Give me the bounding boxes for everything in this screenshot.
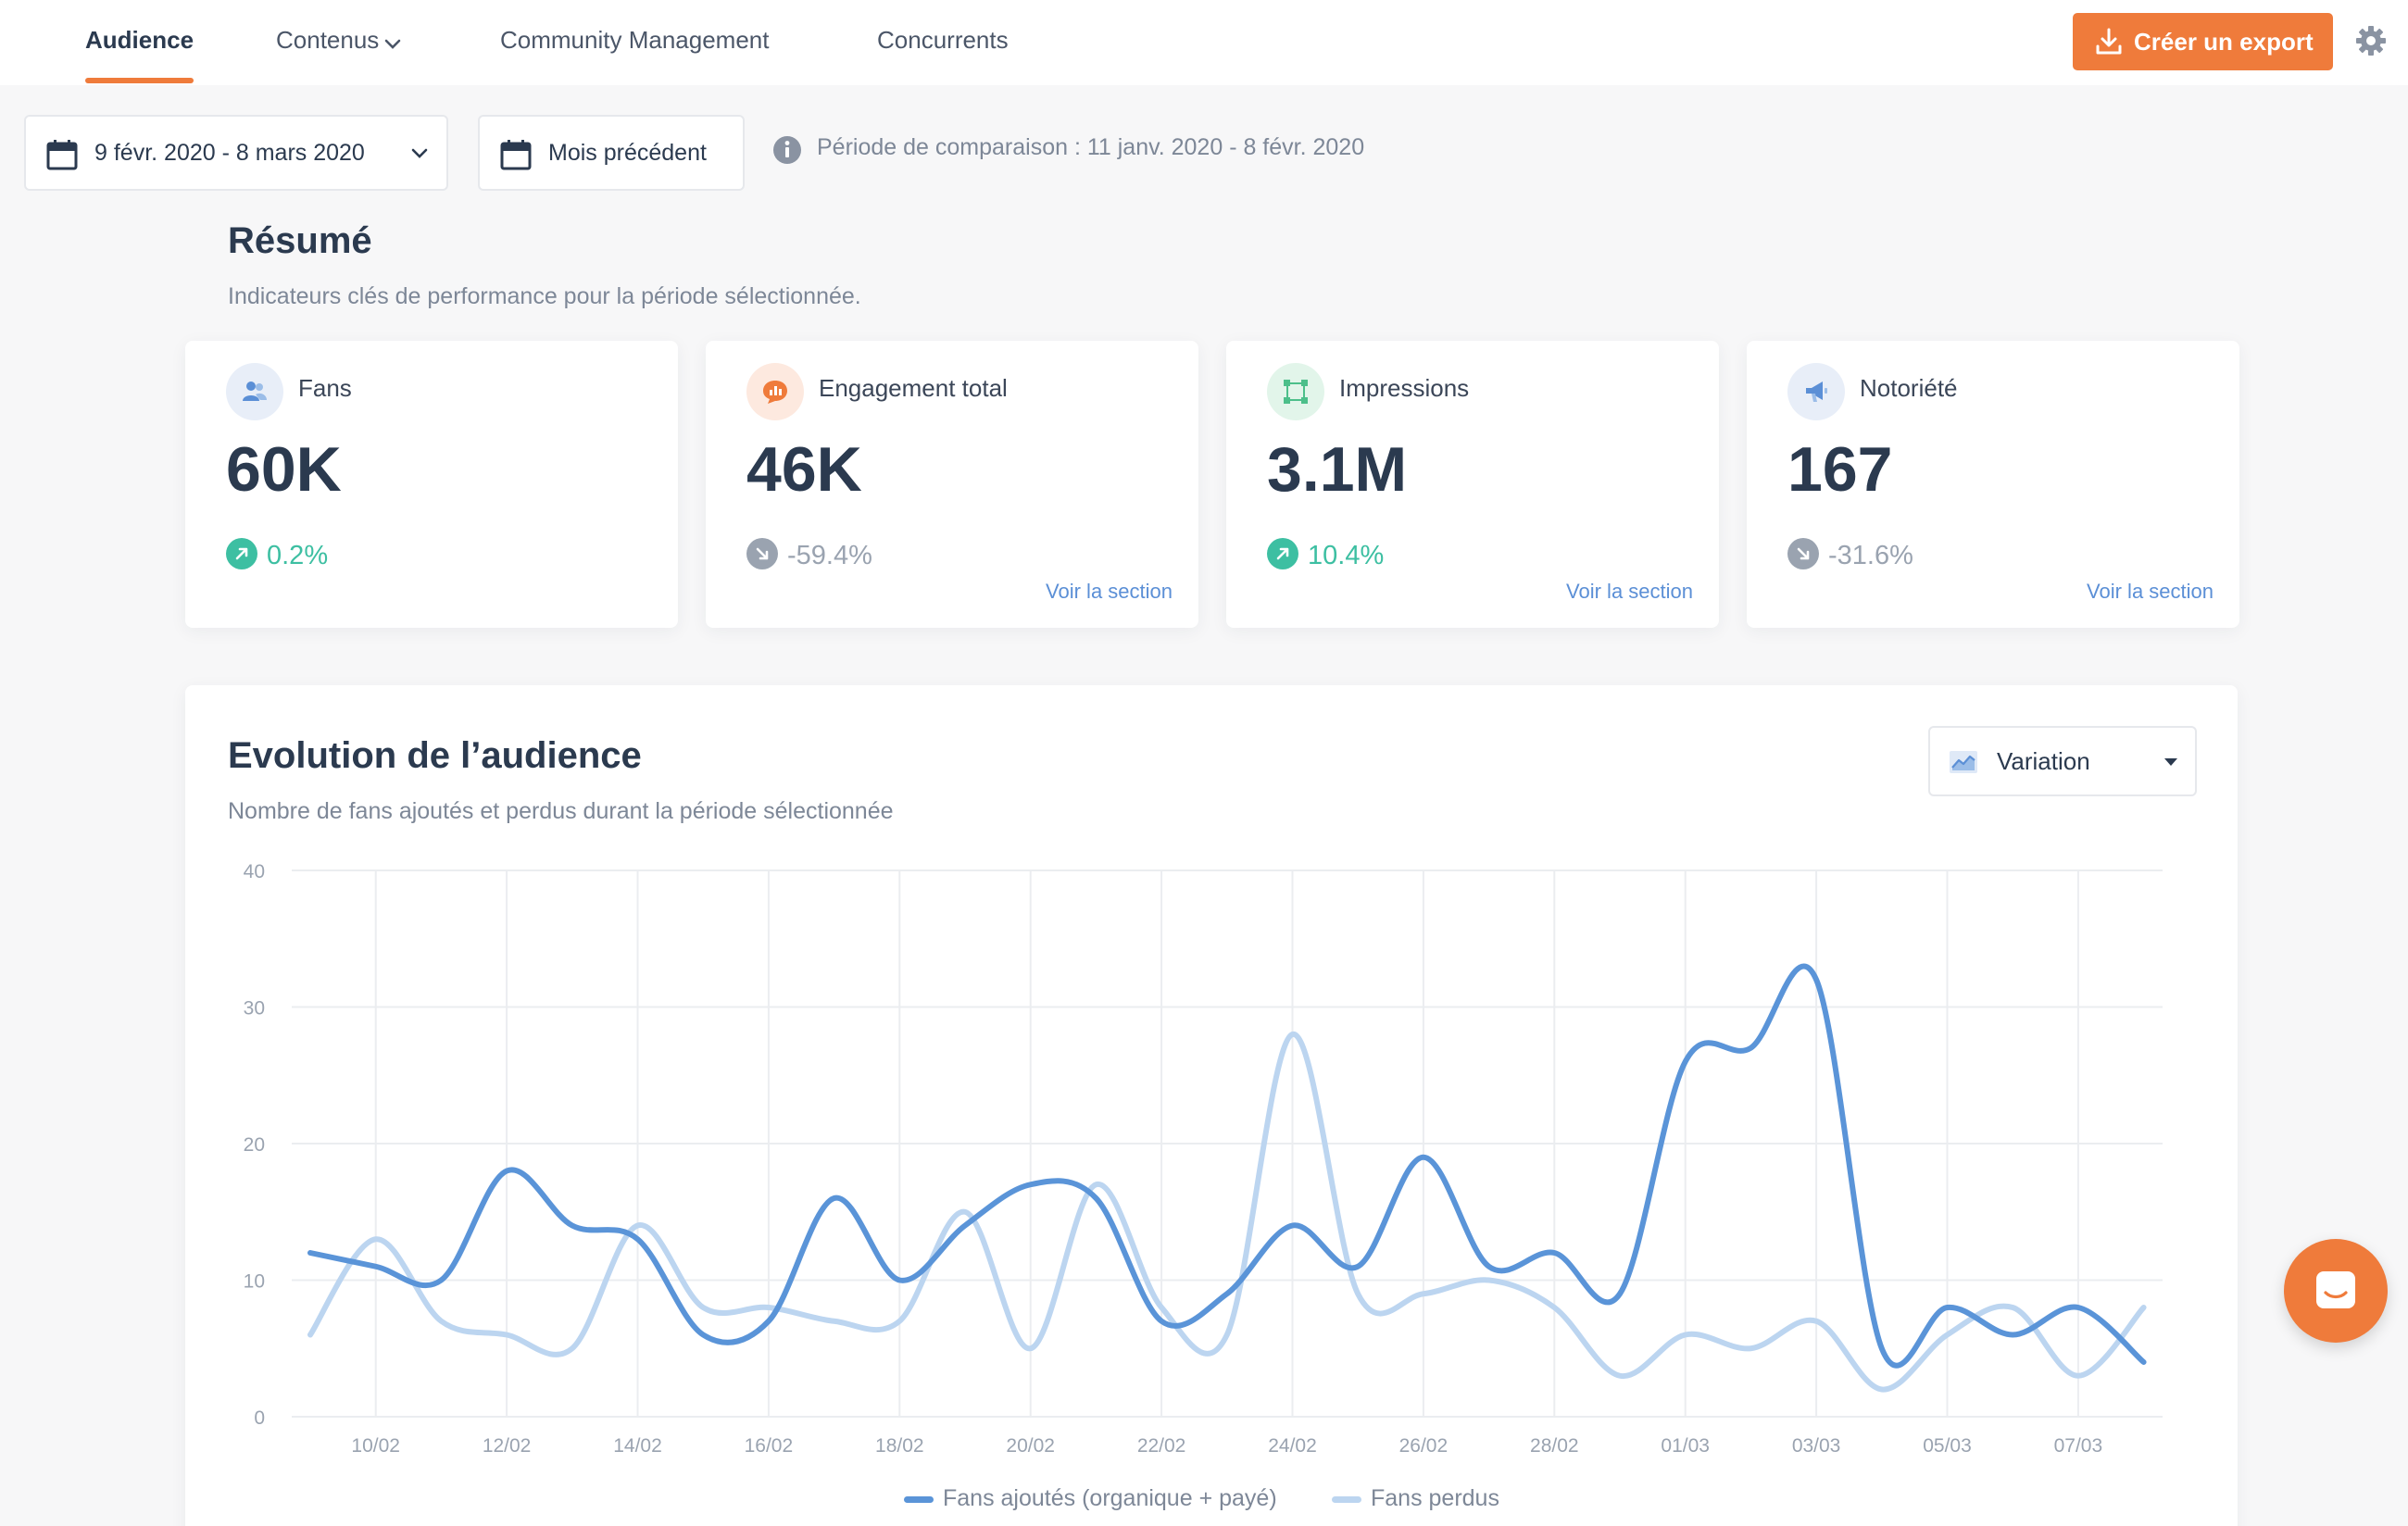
x-tick-label: 07/03 xyxy=(2054,1435,2103,1457)
arrow-up-right-icon xyxy=(226,538,257,570)
kpi-label: Engagement total xyxy=(819,374,1008,402)
megaphone-icon xyxy=(1787,363,1845,420)
kpi-trend: -59.4% xyxy=(746,538,872,572)
calendar-icon xyxy=(500,140,532,170)
legend-swatch xyxy=(1332,1495,1361,1503)
kpi-card-fans: Fans 60K 0.2% xyxy=(185,341,678,628)
x-tick-label: 14/02 xyxy=(613,1435,662,1457)
audience-title: Evolution de l’audience xyxy=(228,735,642,776)
date-range-picker[interactable]: 9 févr. 2020 - 8 mars 2020 xyxy=(24,115,448,191)
kpi-card-notoriete: Notoriété 167 -31.6% Voir la section xyxy=(1747,341,2239,628)
kpi-trend-value: 10.4% xyxy=(1308,541,1385,570)
x-tick-label: 20/02 xyxy=(1006,1435,1055,1457)
active-tab-indicator xyxy=(85,78,194,83)
series-line-fans-perdus xyxy=(307,1032,2147,1393)
chevron-down-icon xyxy=(384,2,401,81)
x-tick-label: 10/02 xyxy=(351,1435,400,1457)
x-tick-label: 22/02 xyxy=(1137,1435,1186,1457)
chart-legend-item-lost[interactable]: Fans perdus xyxy=(1332,1485,1499,1512)
y-tick-label: 0 xyxy=(254,1407,265,1429)
chart-view-value: Variation xyxy=(1997,747,2090,775)
audience-subtitle: Nombre de fans ajoutés et perdus durant … xyxy=(228,798,894,824)
info-icon xyxy=(773,136,801,164)
kpi-trend: 0.2% xyxy=(226,538,329,572)
view-section-link[interactable]: Voir la section xyxy=(2087,580,2214,603)
series-line-fans-ajoutes xyxy=(307,963,2147,1369)
x-tick-label: 28/02 xyxy=(1530,1435,1579,1457)
chart-legend-item-added[interactable]: Fans ajoutés (organique + payé) xyxy=(904,1485,1277,1512)
users-icon xyxy=(226,363,283,420)
y-tick-label: 20 xyxy=(244,1134,265,1156)
kpi-card-impressions: Impressions 3.1M 10.4% Voir la section xyxy=(1226,341,1719,628)
chart-view-select[interactable]: Variation xyxy=(1928,726,2197,796)
kpi-value: 167 xyxy=(1787,434,1893,505)
kpi-trend-value: -31.6% xyxy=(1828,541,1913,570)
x-tick-label: 16/02 xyxy=(745,1435,794,1457)
line-chart-icon xyxy=(1950,751,1977,773)
kpi-value: 46K xyxy=(746,434,862,505)
arrow-down-right-icon xyxy=(746,538,778,570)
tab-label: Contenus xyxy=(276,26,380,54)
chat-chart-icon xyxy=(746,363,804,420)
kpi-trend: 10.4% xyxy=(1267,538,1385,572)
frame-icon xyxy=(1267,363,1324,420)
kpi-trend-value: 0.2% xyxy=(267,541,329,570)
legend-swatch xyxy=(904,1495,934,1503)
tab-concurrents[interactable]: Concurrents xyxy=(877,0,1009,85)
arrow-up-right-icon xyxy=(1267,538,1298,570)
legend-label: Fans ajoutés (organique + payé) xyxy=(943,1485,1277,1511)
kpi-card-engagement: Engagement total 46K -59.4% Voir la sect… xyxy=(706,341,1198,628)
arrow-down-right-icon xyxy=(1787,538,1819,570)
legend-label: Fans perdus xyxy=(1371,1485,1499,1511)
x-tick-label: 24/02 xyxy=(1268,1435,1317,1457)
comparison-period-select[interactable]: Mois précédent xyxy=(478,115,745,191)
y-tick-label: 40 xyxy=(244,861,265,882)
resume-title: Résumé xyxy=(228,220,372,261)
tab-label: Community Management xyxy=(500,26,770,54)
caret-down-icon xyxy=(2164,758,2177,766)
chat-support-button[interactable] xyxy=(2284,1239,2388,1343)
calendar-icon xyxy=(46,140,78,170)
kpi-label: Impressions xyxy=(1339,374,1470,402)
export-label: Créer un export xyxy=(2134,28,2314,56)
kpi-label: Notoriété xyxy=(1860,374,1958,402)
kpi-trend-value: -59.4% xyxy=(787,541,872,570)
y-tick-label: 10 xyxy=(244,1271,265,1293)
kpi-label: Fans xyxy=(298,374,352,402)
kpi-trend: -31.6% xyxy=(1787,538,1913,572)
x-tick-label: 18/02 xyxy=(875,1435,924,1457)
kpi-value: 60K xyxy=(226,434,342,505)
resume-subtitle: Indicateurs clés de performance pour la … xyxy=(228,283,861,309)
kpi-value: 3.1M xyxy=(1267,434,1408,505)
x-tick-label: 03/03 xyxy=(1792,1435,1841,1457)
tab-label: Audience xyxy=(85,26,194,54)
chat-icon xyxy=(2316,1271,2355,1308)
date-range-value: 9 févr. 2020 - 8 mars 2020 xyxy=(94,140,365,166)
comparison-mode-value: Mois précédent xyxy=(548,140,707,166)
view-section-link[interactable]: Voir la section xyxy=(1046,580,1173,603)
comparison-period-text: Période de comparaison : 11 janv. 2020 -… xyxy=(817,134,1365,160)
tab-audience[interactable]: Audience xyxy=(85,0,194,85)
x-tick-label: 12/02 xyxy=(483,1435,532,1457)
x-tick-label: 26/02 xyxy=(1399,1435,1449,1457)
x-tick-label: 05/03 xyxy=(1923,1435,1972,1457)
chevron-down-icon xyxy=(411,148,428,158)
y-tick-label: 30 xyxy=(244,998,265,1019)
tab-label: Concurrents xyxy=(877,26,1009,54)
download-icon xyxy=(2096,28,2122,55)
top-navigation: Audience Contenus Community Management C… xyxy=(0,0,2408,85)
tab-community-management[interactable]: Community Management xyxy=(500,0,769,85)
tab-contenus[interactable]: Contenus xyxy=(276,0,401,85)
view-section-link[interactable]: Voir la section xyxy=(1566,580,1693,603)
settings-gear-icon[interactable] xyxy=(2354,24,2388,57)
create-export-button[interactable]: Créer un export xyxy=(2073,13,2333,70)
x-tick-label: 01/03 xyxy=(1661,1435,1710,1457)
